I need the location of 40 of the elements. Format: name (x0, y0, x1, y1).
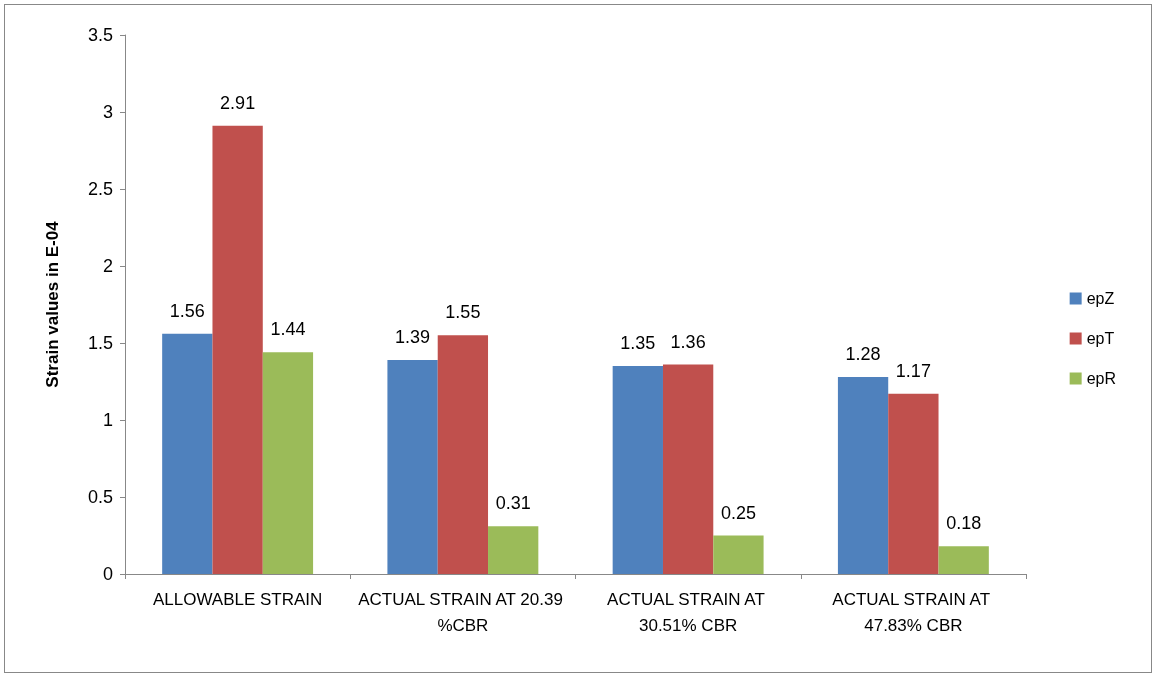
data-label: 1.56 (169, 300, 205, 321)
legend-label: epR (1086, 370, 1117, 387)
bar (437, 335, 489, 574)
data-label: 1.35 (620, 333, 656, 354)
bar (387, 359, 438, 574)
bar (662, 364, 714, 574)
y-tick-label: 1 (102, 410, 113, 430)
data-label: 0.31 (495, 493, 531, 514)
x-tick-label: ACTUAL STRAIN AT 47.83% CBR (832, 589, 995, 635)
y-axis-title: Strain values in E-04 (43, 220, 62, 388)
y-tick-label: 3 (102, 102, 113, 122)
data-label: 1.44 (270, 319, 306, 340)
bar (212, 125, 263, 574)
data-label: 2.91 (220, 92, 256, 113)
y-tick-label: 3.5 (87, 25, 113, 45)
bar (488, 526, 539, 574)
data-label: 0.18 (946, 513, 982, 534)
data-label: 1.39 (395, 326, 431, 347)
y-tick-label: 1.5 (87, 333, 113, 353)
y-tick-label: 0.5 (87, 487, 113, 507)
x-tick-label: ACTUAL STRAIN AT 30.51% CBR (607, 589, 770, 635)
y-tick-label: 2 (102, 256, 113, 276)
legend-label: epZ (1086, 290, 1115, 307)
y-tick-label: 2.5 (87, 179, 113, 199)
bar (612, 366, 663, 574)
bar (713, 535, 764, 574)
data-label: 1.28 (845, 343, 881, 364)
bar (162, 333, 213, 574)
x-tick-label: ACTUAL STRAIN AT 20.39 %CBR (358, 589, 568, 635)
bar (888, 393, 939, 574)
y-tick-label: 0 (102, 564, 113, 584)
legend-label: epT (1086, 330, 1115, 347)
bar (262, 352, 314, 574)
data-label: 0.25 (720, 502, 756, 523)
bar (938, 546, 989, 574)
data-label: 1.55 (445, 302, 481, 323)
x-tick-label: ALLOWABLE STRAIN (152, 589, 323, 609)
bar (837, 376, 889, 574)
data-label: 1.17 (895, 360, 931, 381)
data-label: 1.36 (670, 331, 706, 352)
